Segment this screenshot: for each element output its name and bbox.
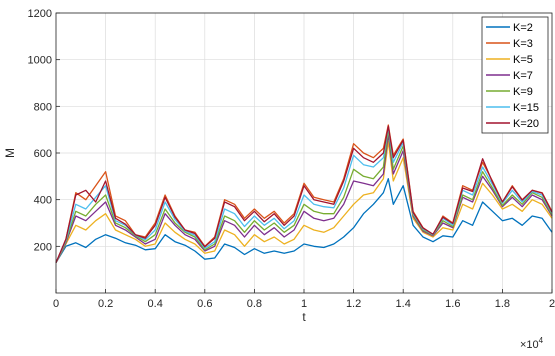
y-tick-label: 1200 xyxy=(28,8,52,20)
x-tick-label: 2 xyxy=(549,298,555,310)
y-tick-label: 600 xyxy=(34,148,52,160)
x-tick-label: 0.4 xyxy=(148,298,163,310)
y-axis-label: M xyxy=(3,148,17,158)
x-tick-label: 1.4 xyxy=(396,298,411,310)
x-exponent-label: ×104 xyxy=(520,336,544,351)
series-line-k-7 xyxy=(55,133,553,263)
series-line-k-20 xyxy=(55,125,553,263)
series-lines xyxy=(55,124,553,264)
y-tick-label: 800 xyxy=(34,101,52,113)
series-line-k-2 xyxy=(55,178,553,264)
legend-label: K=5 xyxy=(513,54,533,66)
x-axis-label: t xyxy=(302,310,306,324)
series-line-k-5 xyxy=(55,140,553,264)
x-exponent-power: 4 xyxy=(539,336,544,345)
x-tick-label: 1.6 xyxy=(445,298,460,310)
legend-label: K=2 xyxy=(513,22,533,34)
legend-label: K=7 xyxy=(513,70,533,82)
legend-label: K=15 xyxy=(513,102,539,114)
series-line-k-9 xyxy=(55,129,553,263)
legend-label: K=9 xyxy=(513,86,533,98)
y-tick-label: 1000 xyxy=(28,55,52,67)
x-ticks: 0 0.2 0.4 0.6 0.8 1 1.2 1.4 1.6 1.8 2 xyxy=(53,289,555,310)
x-exponent-base: ×10 xyxy=(520,339,539,351)
x-tick-label: 1 xyxy=(301,298,307,310)
legend-label: K=3 xyxy=(513,38,533,50)
x-tick-label: 1.2 xyxy=(346,298,361,310)
y-tick-label: 200 xyxy=(34,241,52,253)
legend: K=2 K=3 K=5 K=7 K=9 K=15 K=20 xyxy=(481,16,549,134)
y-ticks: 200 400 600 800 1000 1200 xyxy=(28,8,60,253)
x-tick-label: 0.6 xyxy=(197,298,212,310)
x-tick-label: 0.8 xyxy=(247,298,262,310)
x-tick-label: 1.8 xyxy=(495,298,510,310)
y-tick-label: 400 xyxy=(34,195,52,207)
x-tick-label: 0 xyxy=(53,298,59,310)
legend-label: K=20 xyxy=(513,118,539,130)
x-tick-label: 0.2 xyxy=(98,298,113,310)
series-line-k-15 xyxy=(55,126,553,263)
